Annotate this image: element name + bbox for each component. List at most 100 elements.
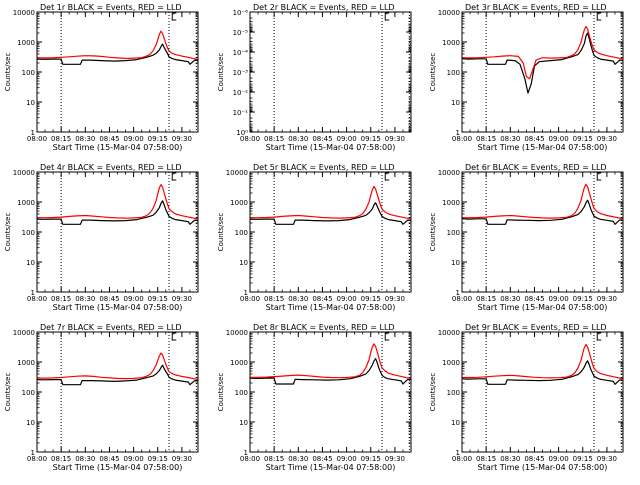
chart-title: Det 7r BLACK = Events, RED = LLD xyxy=(40,323,182,332)
time-bracket-marker xyxy=(596,12,602,21)
y-tick-label: 10 xyxy=(239,419,248,427)
panel-1: Det 1r BLACK = Events, RED = LLD 1 10 100 10… xyxy=(4,3,199,152)
y-tick-label: 10 xyxy=(26,419,35,427)
plot-frame xyxy=(249,171,412,293)
panel-6: Det 6r BLACK = Events, RED = LLD 1 10 100 10… xyxy=(429,163,624,312)
panel-7: Det 7r BLACK = Events, RED = LLD 1 10 100 10… xyxy=(4,323,199,472)
chart-title: Det 5r BLACK = Events, RED = LLD xyxy=(253,163,395,172)
x-tick-label: 08:00 xyxy=(240,135,260,143)
x-tick-label: 08:30 xyxy=(500,135,520,143)
x-tick-label: 08:00 xyxy=(452,455,472,463)
series-line-events xyxy=(36,364,199,386)
series-line-events xyxy=(461,199,624,225)
time-bracket-marker xyxy=(384,12,390,21)
y-tick-label: 1 xyxy=(31,129,35,137)
y-tick-label: 1 xyxy=(456,129,460,137)
x-tick-label: 08:00 xyxy=(452,295,472,303)
x-tick-label: 08:15 xyxy=(51,135,71,143)
y-tick-label: 1 xyxy=(244,449,248,457)
y-axis-label: Counts/sec xyxy=(429,53,437,92)
y-tick-label: 10000 xyxy=(13,329,35,337)
y-axis-label: Counts/sec xyxy=(429,213,437,252)
x-tick-label: 08:45 xyxy=(524,295,544,303)
x-tick-label: 09:30 xyxy=(385,135,405,143)
y-tick-label: 10 xyxy=(26,259,35,267)
time-bracket-marker xyxy=(384,172,390,181)
y-tick-label: 10 xyxy=(451,259,460,267)
y-tick-label: 10000 xyxy=(226,169,248,177)
x-tick-label: 08:45 xyxy=(524,135,544,143)
series-line-lld xyxy=(461,25,624,80)
x-tick-label: 09:15 xyxy=(148,295,168,303)
x-tick-label: 08:15 xyxy=(51,295,71,303)
x-tick-label: 08:30 xyxy=(75,295,95,303)
series-line-lld xyxy=(36,30,199,61)
x-tick-label: 09:30 xyxy=(597,135,617,143)
panel-8: Det 8r BLACK = Events, RED = LLD 1 10 100 10… xyxy=(217,323,412,472)
panel-9: Det 9r BLACK = Events, RED = LLD 1 10 100 10… xyxy=(429,323,624,472)
plot-frame xyxy=(461,11,624,133)
x-tick-label: 08:15 xyxy=(476,135,496,143)
series-line-lld xyxy=(250,185,412,220)
time-bracket-marker xyxy=(171,332,177,341)
series-line-events xyxy=(36,200,199,225)
series-line-events xyxy=(461,360,624,385)
series-line-lld xyxy=(250,343,412,380)
y-tick-label: 10000 xyxy=(438,329,460,337)
series-line-events xyxy=(249,358,412,385)
x-tick-label: 09:30 xyxy=(172,295,192,303)
time-bracket-marker xyxy=(596,172,602,181)
x-tick-label: 08:15 xyxy=(476,295,496,303)
y-tick-label: 10 xyxy=(26,99,35,107)
x-tick-label: 09:15 xyxy=(573,135,593,143)
x-tick-label: 08:00 xyxy=(240,295,260,303)
series-line-lld xyxy=(37,184,199,220)
plot-frame xyxy=(36,11,199,133)
panel-2: Det 2r BLACK = Events, RED = LLD 10⁰ 10⁻¹ 1… xyxy=(217,3,412,152)
x-tick-label: 09:00 xyxy=(337,135,357,143)
x-tick-label: 09:30 xyxy=(597,455,617,463)
y-tick-label: 10000 xyxy=(13,9,35,17)
y-tick-label: 1000 xyxy=(230,359,248,367)
x-tick-label: 09:15 xyxy=(361,455,381,463)
y-tick-label: 1 xyxy=(244,289,248,297)
y-tick-label: 100 xyxy=(447,229,460,237)
x-axis-label: Start Time (15-Mar-04 07:58:00) xyxy=(478,463,608,472)
y-tick-label: 100 xyxy=(235,389,248,397)
x-tick-label: 09:00 xyxy=(124,135,144,143)
x-tick-label: 08:45 xyxy=(312,295,332,303)
panel-3: Det 3r BLACK = Events, RED = LLD 1 10 100 10… xyxy=(429,3,624,152)
y-tick-label: 10000 xyxy=(13,169,35,177)
y-tick-label: 10⁻¹ xyxy=(233,109,249,117)
x-tick-label: 09:15 xyxy=(148,455,168,463)
time-bracket-marker xyxy=(171,172,177,181)
x-tick-label: 09:00 xyxy=(549,455,569,463)
series-line-lld xyxy=(462,183,624,220)
x-axis-label: Start Time (15-Mar-04 07:58:00) xyxy=(266,143,396,152)
y-tick-label: 100 xyxy=(22,229,35,237)
y-tick-label: 10⁻³ xyxy=(233,69,249,77)
x-axis-label: Start Time (15-Mar-04 07:58:00) xyxy=(53,463,183,472)
y-axis-label: Counts/sec xyxy=(4,53,12,92)
plot-frame xyxy=(461,171,624,293)
chart-title: Det 8r BLACK = Events, RED = LLD xyxy=(253,323,395,332)
y-axis-label: Counts/sec xyxy=(429,373,437,412)
x-tick-label: 09:15 xyxy=(361,135,381,143)
x-tick-label: 09:30 xyxy=(597,295,617,303)
y-tick-label: 1000 xyxy=(442,199,460,207)
x-tick-label: 09:00 xyxy=(124,455,144,463)
y-tick-label: 100 xyxy=(22,69,35,77)
y-tick-label: 1 xyxy=(456,289,460,297)
x-tick-label: 09:30 xyxy=(172,135,192,143)
plot-frame xyxy=(36,171,199,293)
x-tick-label: 09:00 xyxy=(549,295,569,303)
y-tick-label: 1 xyxy=(456,449,460,457)
x-tick-label: 08:00 xyxy=(27,295,47,303)
x-tick-label: 08:15 xyxy=(476,455,496,463)
y-tick-label: 100 xyxy=(22,389,35,397)
y-tick-label: 10000 xyxy=(438,9,460,17)
x-tick-label: 08:00 xyxy=(240,455,260,463)
x-axis-label: Start Time (15-Mar-04 07:58:00) xyxy=(266,303,396,312)
x-tick-label: 08:45 xyxy=(524,455,544,463)
